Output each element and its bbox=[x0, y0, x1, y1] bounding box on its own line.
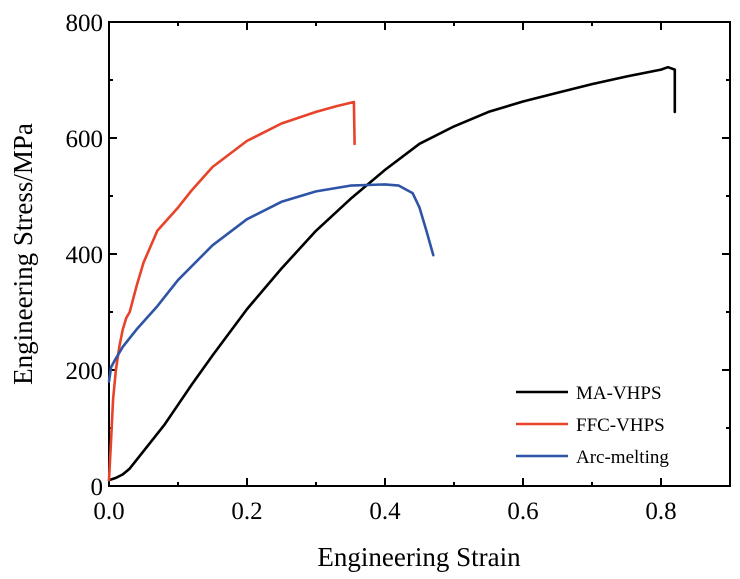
axis-tick-labels: 0.0 0.2 0.4 0.6 0.8 0 200 400 600 800 bbox=[66, 10, 677, 525]
series-line-ma-vhps bbox=[107, 65, 677, 482]
y-axis-title: Engineering Stress/MPa bbox=[8, 123, 38, 385]
y-tick-label: 0 bbox=[91, 474, 104, 501]
series-lines bbox=[107, 65, 677, 482]
x-tick-label: 0.6 bbox=[507, 498, 538, 525]
y-tick-label: 600 bbox=[66, 126, 104, 153]
legend-label-arc-melting: Arc-melting bbox=[576, 447, 669, 468]
series-line-ffc-vhps bbox=[107, 100, 356, 482]
y-tick-label: 200 bbox=[66, 358, 104, 385]
axis-ticks bbox=[108, 21, 730, 487]
series-line-arc-melting bbox=[107, 183, 435, 383]
x-tick-label: 0.2 bbox=[231, 498, 262, 525]
legend-label-ffc-vhps: FFC-VHPS bbox=[576, 415, 665, 436]
y-tick-label: 400 bbox=[66, 242, 104, 269]
x-axis-title: Engineering Strain bbox=[317, 542, 521, 572]
x-tick-label: 0.8 bbox=[645, 498, 676, 525]
x-tick-label: 0.0 bbox=[93, 498, 124, 525]
y-tick-label: 800 bbox=[66, 10, 104, 37]
legend-label-ma-vhps: MA-VHPS bbox=[576, 383, 662, 404]
legend: MA-VHPS FFC-VHPS Arc-melting bbox=[516, 383, 669, 468]
x-tick-label: 0.4 bbox=[369, 498, 401, 525]
